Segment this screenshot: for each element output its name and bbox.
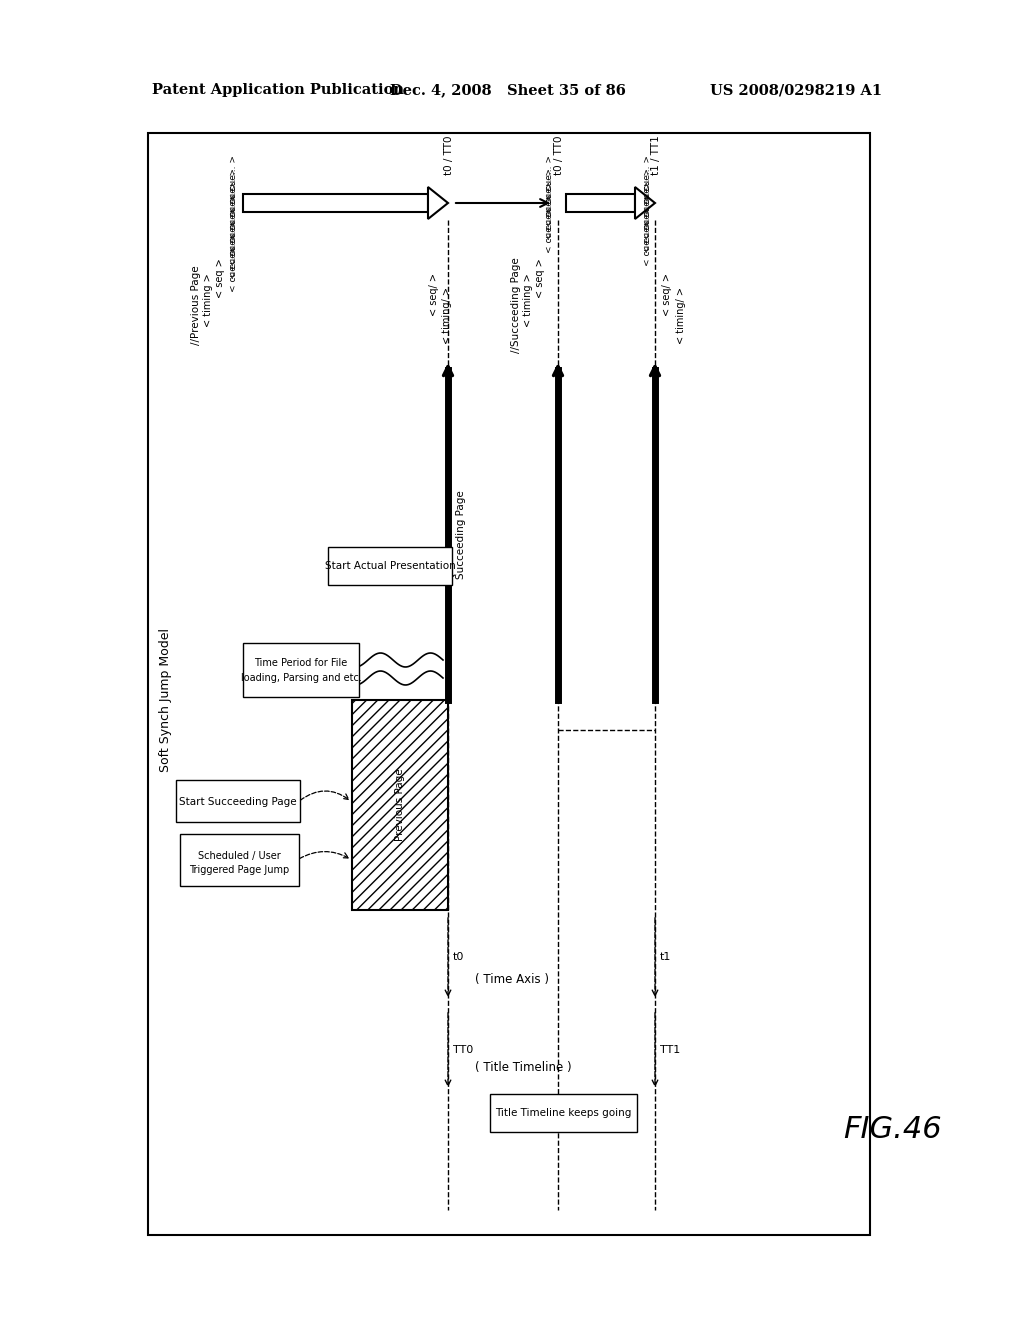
Text: < cue... >: < cue... > <box>642 168 651 214</box>
Bar <box>148 133 870 1236</box>
Text: US 2008/0298219 A1: US 2008/0298219 A1 <box>710 83 882 96</box>
Text: < cue... >: < cue... > <box>546 194 555 240</box>
Polygon shape <box>428 187 449 219</box>
Text: t1 / TT1: t1 / TT1 <box>651 135 662 174</box>
Text: < seq/ >: < seq/ > <box>662 273 672 317</box>
Text: < cue... >: < cue... > <box>228 234 238 279</box>
Text: t0 / TT0: t0 / TT0 <box>554 135 564 174</box>
Text: < cue... >: < cue... > <box>546 168 555 214</box>
Bar <box>352 700 449 909</box>
Text: Soft Synch Jump Model: Soft Synch Jump Model <box>159 628 171 772</box>
FancyBboxPatch shape <box>328 546 452 585</box>
Text: Triggered Page Jump: Triggered Page Jump <box>188 865 289 875</box>
Text: Scheduled / User: Scheduled / User <box>198 851 281 861</box>
Text: Previous Page: Previous Page <box>395 768 406 841</box>
Text: < cue... >: < cue... > <box>642 194 651 240</box>
Text: t1: t1 <box>660 952 672 962</box>
Text: TT0: TT0 <box>453 1045 473 1055</box>
Text: Time Period for File: Time Period for File <box>254 657 347 668</box>
Text: < cue... >: < cue... > <box>642 220 651 267</box>
Text: TT1: TT1 <box>660 1045 680 1055</box>
Text: Start Succeeding Page: Start Succeeding Page <box>179 797 297 807</box>
Text: < cue... >: < cue... > <box>228 194 238 240</box>
Text: FIG.46: FIG.46 <box>843 1115 942 1144</box>
Text: Title Timeline keeps going: Title Timeline keeps going <box>495 1107 631 1118</box>
Text: Dec. 4, 2008   Sheet 35 of 86: Dec. 4, 2008 Sheet 35 of 86 <box>390 83 626 96</box>
Bar <box>566 194 635 213</box>
Text: < cue... >: < cue... > <box>228 207 238 253</box>
Bar <box>243 194 428 213</box>
FancyBboxPatch shape <box>180 834 299 886</box>
Text: Succeeding Page: Succeeding Page <box>456 491 466 579</box>
Text: < cue... >: < cue... > <box>228 168 238 214</box>
Text: < cue... >: < cue... > <box>228 220 238 267</box>
Text: < timing/ >: < timing/ > <box>676 286 686 343</box>
Text: < cue... >: < cue... > <box>642 181 651 227</box>
Text: //Previous Page: //Previous Page <box>191 265 201 345</box>
Text: < cue... >: < cue... > <box>228 181 238 227</box>
Text: < cue... >: < cue... > <box>228 154 238 201</box>
Text: < timing/ >: < timing/ > <box>442 286 452 343</box>
Polygon shape <box>635 187 655 219</box>
Text: < cue... >: < cue... > <box>642 207 651 253</box>
Text: Start Actual Presentation: Start Actual Presentation <box>325 561 456 572</box>
FancyBboxPatch shape <box>490 1094 637 1133</box>
Text: < cue... >: < cue... > <box>546 181 555 227</box>
Text: //Succeeding Page: //Succeeding Page <box>511 257 521 352</box>
Text: Patent Application Publication: Patent Application Publication <box>152 83 404 96</box>
Text: ( Time Axis ): ( Time Axis ) <box>475 974 549 986</box>
Text: ( Title Timeline ): ( Title Timeline ) <box>475 1061 571 1074</box>
Text: < cue... >: < cue... > <box>642 154 651 201</box>
Text: < seq/ >: < seq/ > <box>429 273 439 317</box>
Text: t0 / TT0: t0 / TT0 <box>444 135 454 174</box>
Text: loading, Parsing and etc.: loading, Parsing and etc. <box>241 673 361 682</box>
Text: < seq >: < seq > <box>215 259 225 298</box>
Text: t0: t0 <box>453 952 464 962</box>
Text: < timing >: < timing > <box>203 273 213 327</box>
Text: < cue... >: < cue... > <box>546 207 555 253</box>
Text: < timing >: < timing > <box>523 273 534 327</box>
FancyBboxPatch shape <box>176 780 300 822</box>
FancyBboxPatch shape <box>243 643 359 697</box>
Text: < cue... >: < cue... > <box>546 154 555 201</box>
Text: < seq >: < seq > <box>535 259 545 298</box>
Text: < cue... >: < cue... > <box>228 246 238 292</box>
